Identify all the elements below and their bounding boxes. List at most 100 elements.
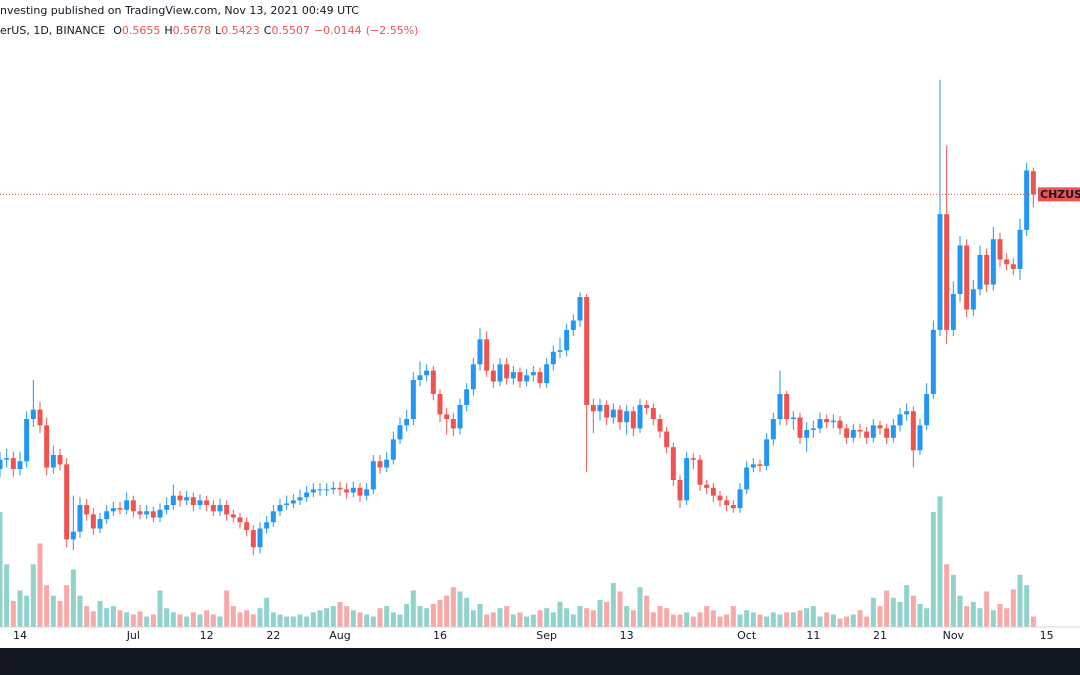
candle-body [524,375,530,382]
volume-bar [550,612,556,627]
candle-body [930,329,936,395]
volume-bar [464,597,470,627]
volume-bar [4,564,10,627]
candle-body [597,404,603,412]
volume-bar [784,612,790,627]
series-name-label: CHZUSDT [1040,188,1080,201]
candle-body [150,511,156,518]
candle-body [0,459,3,470]
candle-body [964,245,970,310]
candle-body [830,420,836,423]
volume-bar [870,597,876,627]
volume-bar [817,616,823,627]
candle-body [544,364,550,384]
volume-bar [837,618,843,627]
volume-bar [844,616,850,627]
volume-bar [197,614,203,627]
volume-bar [50,595,56,627]
candle-body [697,459,703,485]
volume-bar [637,587,643,627]
candle-body [10,458,16,470]
volume-bar [450,587,456,627]
x-tick-label: Jul [126,629,140,642]
volume-bar [970,601,976,627]
candle-body [77,505,83,532]
volume-bar [204,610,210,627]
volume-bar [397,614,403,627]
candle-body [864,431,870,438]
volume-bar [244,610,250,627]
volume-bar [304,616,310,627]
volume-bar [230,606,236,627]
volume-bar [977,608,983,627]
x-tick-label: 22 [266,629,280,642]
volume-bar [1024,585,1030,627]
candle-body [37,409,43,426]
candle-body [650,408,656,420]
candle-body [937,214,943,330]
candle-body [984,254,990,285]
volume-bar [697,612,703,627]
volume-bar [97,600,103,627]
volume-bar [64,585,70,627]
x-tick-label: Oct [737,629,757,642]
volume-bar [310,612,316,627]
volume-bar [164,608,170,627]
volume-bar [57,600,63,627]
candle-body [904,411,910,415]
candle-body [430,370,436,395]
candle-body [450,419,456,429]
candle-body [677,480,683,501]
volume-bar [437,599,443,627]
candle-body [537,372,543,384]
candle-body [557,350,563,352]
volume-bar [257,608,263,627]
candle-body [877,425,883,429]
volume-bar [10,600,16,627]
x-tick-label: 15 [1040,629,1054,642]
candle-body [484,339,490,371]
volume-bar [1017,574,1023,627]
candle-body [497,364,503,382]
candle-body [704,484,710,488]
candle-layer: CHZUSDT [0,79,1080,556]
volume-bar [544,608,550,627]
candle-body [944,214,950,330]
candle-body [290,500,296,504]
volume-bar [917,604,923,627]
candle-body [810,428,816,430]
volume-bar [284,616,290,627]
candle-body [844,428,850,438]
candle-body [224,505,230,515]
volume-bar [37,543,43,627]
candle-body [510,372,516,379]
footer-text[interactable]: iew [0,655,19,668]
volume-bar [610,583,616,627]
volume-bar [597,599,603,627]
volume-bar [390,612,396,627]
volume-bar [357,612,363,627]
candle-body [897,414,903,426]
volume-bar [690,616,696,627]
volume-bar [830,614,836,627]
volume-layer [0,496,1036,627]
volume-bar [944,564,950,627]
candle-body [317,489,323,491]
candle-body [184,497,190,501]
candle-body [464,389,470,405]
volume-bar [770,612,776,627]
volume-bar [424,608,430,627]
volume-bar [810,606,816,627]
volume-bar [910,595,916,627]
ohlc-label: C [264,24,272,37]
candle-body [577,297,583,321]
volume-bar [177,614,183,627]
candle-body [437,394,443,415]
candle-body [24,419,30,462]
volume-bar [470,610,476,627]
volume-bar [270,612,276,627]
volume-bar [997,604,1003,627]
candle-body [57,455,63,465]
volume-bar [317,610,323,627]
